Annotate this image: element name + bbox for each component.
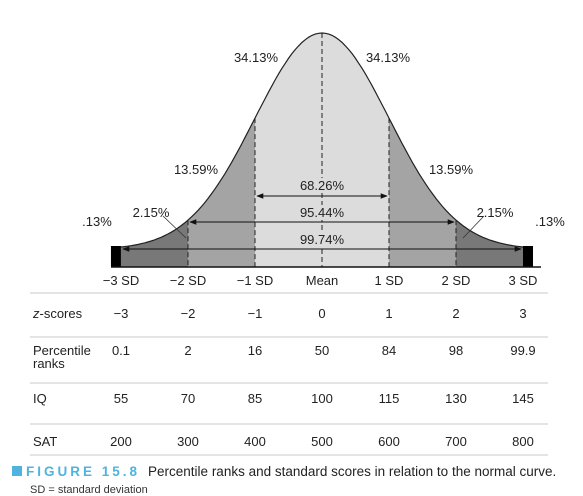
region-tail-left bbox=[110, 246, 121, 267]
span-arrows bbox=[122, 193, 522, 252]
table-cell: 98 bbox=[449, 343, 463, 358]
table-cell: 145 bbox=[512, 391, 534, 406]
table-cell: 200 bbox=[110, 434, 132, 449]
table-cell: 3 bbox=[519, 306, 526, 321]
table-cell: 300 bbox=[177, 434, 199, 449]
table-cell: 0 bbox=[318, 306, 325, 321]
table-cell: 2 bbox=[184, 343, 191, 358]
table-cell: −1 bbox=[248, 306, 263, 321]
caption-text: Percentile ranks and standard scores in … bbox=[148, 464, 557, 479]
table-cell: 70 bbox=[181, 391, 195, 406]
label-center-right: 34.13% bbox=[366, 50, 411, 65]
scores-table: z-scores −3 −2 −1 0 1 2 3 Percentile ranks 0.1 2 16 5… bbox=[30, 292, 548, 456]
table-cell: 55 bbox=[114, 391, 128, 406]
table-cell: 130 bbox=[445, 391, 467, 406]
table-cell: −2 bbox=[181, 306, 196, 321]
sd-label: −1 SD bbox=[237, 273, 274, 288]
table-cell: 600 bbox=[378, 434, 400, 449]
sd-label: Mean bbox=[306, 273, 339, 288]
table-row-label: IQ bbox=[33, 391, 47, 406]
table-cell: 500 bbox=[311, 434, 333, 449]
table-cell: 800 bbox=[512, 434, 534, 449]
label-tail-left: .13% bbox=[82, 214, 112, 229]
table-cell: 99.9 bbox=[510, 343, 535, 358]
table-cell: 2 bbox=[452, 306, 459, 321]
label-outer-right: 2.15% bbox=[477, 205, 514, 220]
sd-label: −2 SD bbox=[170, 273, 207, 288]
table-cell: 115 bbox=[379, 391, 400, 406]
region-mid-left bbox=[188, 118, 255, 267]
sd-dashed-lines bbox=[187, 33, 457, 267]
table-cell: 100 bbox=[311, 391, 333, 406]
label-mid-left: 13.59% bbox=[174, 162, 219, 177]
table-cell: 1 bbox=[385, 306, 392, 321]
table-cell: 700 bbox=[445, 434, 467, 449]
table-row-label: Percentile ranks bbox=[33, 343, 91, 371]
table-cell: 0.1 bbox=[112, 343, 130, 358]
label-mid-right: 13.59% bbox=[429, 162, 474, 177]
span-label-2sd: 95.44% bbox=[300, 205, 345, 220]
region-tail-right bbox=[523, 246, 533, 267]
sd-label: 2 SD bbox=[442, 273, 471, 288]
label-center-left: 34.13% bbox=[234, 50, 279, 65]
region-mid-right bbox=[389, 118, 456, 267]
region-outer-left bbox=[121, 220, 188, 267]
table-cell: −3 bbox=[114, 306, 129, 321]
table-cell: 84 bbox=[382, 343, 396, 358]
span-label-3sd: 99.74% bbox=[300, 232, 345, 247]
figure-label: FIGURE 15.8 bbox=[26, 464, 141, 479]
table-cell: 50 bbox=[315, 343, 329, 358]
label-pointers bbox=[162, 215, 485, 239]
table-row-label: z-scores bbox=[32, 306, 83, 321]
sd-axis-labels: −3 SD −2 SD −1 SD Mean 1 SD 2 SD 3 SD bbox=[103, 273, 538, 288]
table-row-label: SAT bbox=[33, 434, 57, 449]
table-cell: 16 bbox=[248, 343, 262, 358]
label-tail-right: .13% bbox=[535, 214, 565, 229]
caption-square-icon bbox=[12, 466, 22, 476]
region-outer-right bbox=[456, 220, 523, 267]
sd-label: 1 SD bbox=[375, 273, 404, 288]
table-cell: 85 bbox=[248, 391, 262, 406]
sd-label: −3 SD bbox=[103, 273, 140, 288]
sd-label: 3 SD bbox=[509, 273, 538, 288]
table-cell: 400 bbox=[244, 434, 266, 449]
sd-note: SD = standard deviation bbox=[30, 484, 148, 496]
figure-caption: FIGURE 15.8 Percentile ranks and standard… bbox=[12, 464, 556, 479]
label-outer-left: 2.15% bbox=[133, 205, 170, 220]
span-label-1sd: 68.26% bbox=[300, 178, 345, 193]
